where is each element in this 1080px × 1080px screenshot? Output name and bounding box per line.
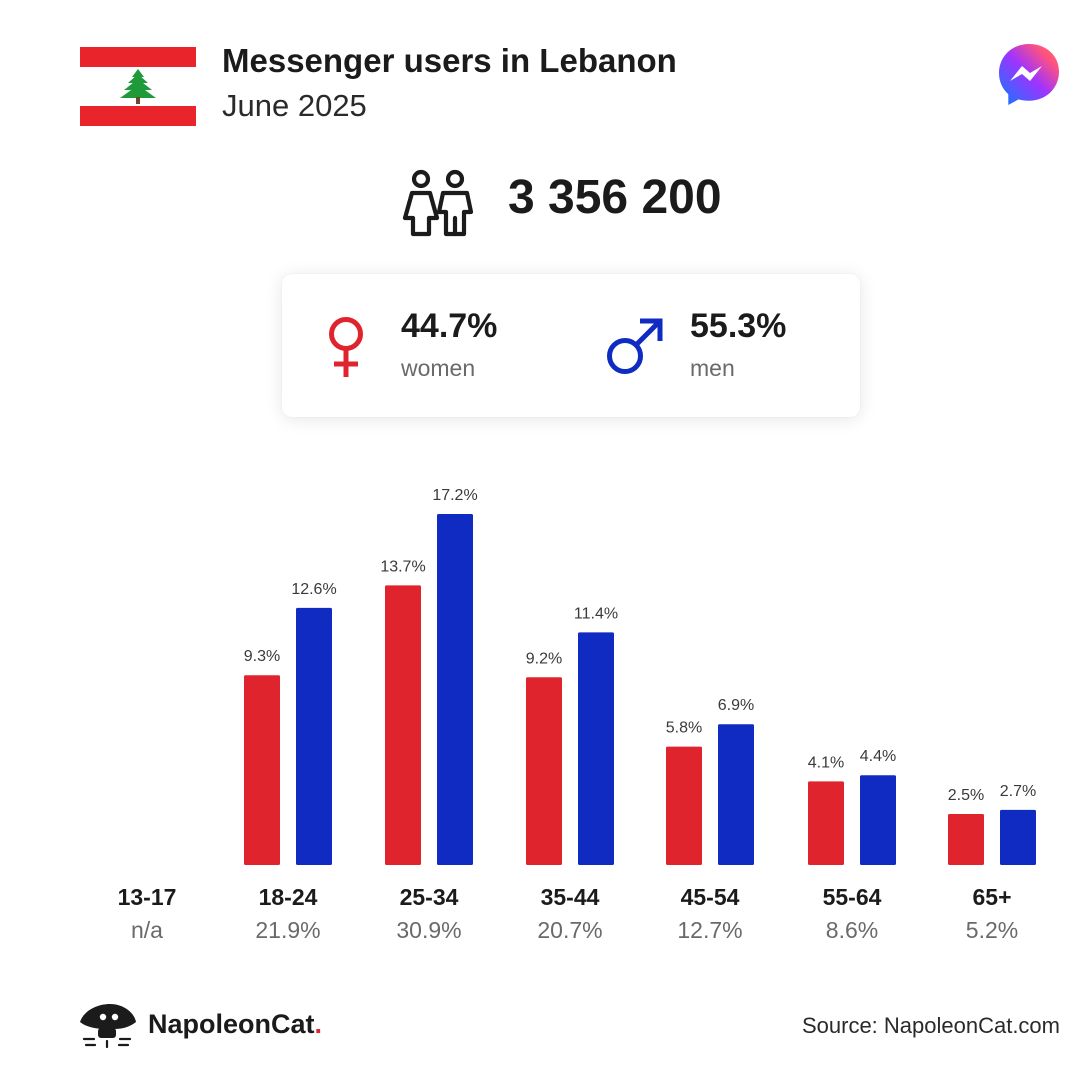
napoleoncat-logo-icon [80, 1004, 136, 1049]
age-group-share: 20.7% [537, 917, 603, 943]
female-symbol-icon [329, 317, 363, 377]
bar-value-label: 5.8% [666, 720, 702, 737]
women-label: women [401, 355, 476, 381]
chart-subtitle: June 2025 [222, 88, 367, 123]
age-group-label: 55-64 [822, 884, 882, 910]
bar-45-54-women [666, 746, 702, 865]
age-group-share: 12.7% [677, 917, 743, 943]
total-users: 3 356 200 [508, 171, 722, 224]
lebanon-flag-icon [80, 47, 196, 126]
bar-35-44-men [578, 632, 614, 865]
messenger-icon [999, 44, 1059, 105]
age-group-share: 30.9% [396, 917, 462, 943]
age-group-label: 13-17 [117, 884, 177, 910]
bar-value-label: 4.1% [808, 754, 844, 771]
age-group-label: 45-54 [680, 884, 740, 910]
bar-45-54-men [718, 724, 754, 865]
male-symbol-icon [607, 318, 663, 374]
age-group-share: 8.6% [825, 917, 879, 943]
chart-title: Messenger users in Lebanon [222, 42, 677, 79]
women-percentage: 44.7% [401, 307, 498, 345]
age-gender-bar-chart: 9.3% 12.6% 13.7% 17.2% 9.2% 11.4% 5.8% 6.9% 4.1%… [244, 487, 1036, 865]
bar-value-label: 9.2% [526, 650, 562, 667]
gender-split-card: 44.7% women 55.3% men [282, 274, 860, 417]
age-group-label: 35-44 [540, 884, 600, 910]
bar-65+-men [1000, 809, 1036, 865]
source-credit: Source: NapoleonCat.com [801, 1013, 1060, 1038]
age-group-label: 25-34 [399, 884, 459, 910]
bar-value-label: 13.7% [380, 558, 425, 575]
bar-value-label: 17.2% [432, 487, 477, 504]
age-group-label: 18-24 [258, 884, 318, 910]
age-group-share: n/a [131, 917, 163, 943]
age-group-share: 5.2% [965, 917, 1019, 943]
bar-25-34-men [437, 514, 473, 865]
bar-18-24-men [296, 607, 332, 865]
bar-value-label: 6.9% [718, 697, 754, 714]
men-label: men [690, 355, 735, 381]
bar-65+-women [948, 813, 984, 865]
bar-value-label: 4.4% [860, 748, 896, 765]
age-group-label: 65+ [972, 884, 1012, 910]
people-icon [402, 169, 474, 237]
bar-55-64-men [860, 775, 896, 865]
men-percentage: 55.3% [690, 307, 787, 345]
bar-value-label: 9.3% [244, 648, 280, 665]
bar-35-44-women [526, 677, 562, 865]
bar-value-label: 11.4% [574, 605, 618, 622]
bar-25-34-women [385, 585, 421, 865]
bar-value-label: 2.5% [948, 787, 984, 804]
age-group-share: 21.9% [255, 917, 321, 943]
bar-value-label: 12.6% [291, 581, 336, 598]
brand-name: NapoleonCat. [148, 1009, 323, 1039]
bar-18-24-women [244, 675, 280, 865]
bar-value-label: 2.7% [1000, 783, 1036, 800]
bar-55-64-women [808, 781, 844, 865]
